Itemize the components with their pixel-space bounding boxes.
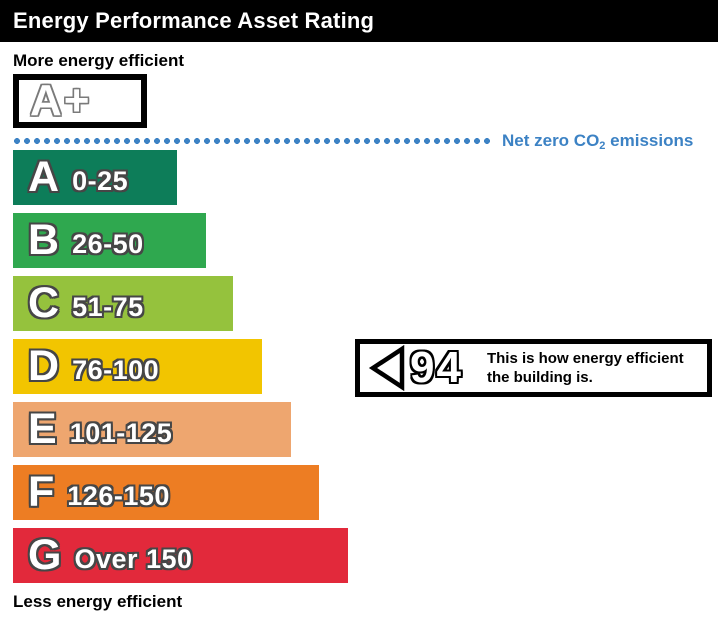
- rating-indicator: 94 This is how energy efficient the buil…: [355, 339, 712, 397]
- band-letter: E: [28, 405, 57, 453]
- left-arrow-icon: [368, 345, 405, 391]
- band-g: G Over 150: [13, 528, 348, 583]
- band-letter: A: [28, 153, 60, 201]
- band-d: D 76-100: [13, 339, 262, 394]
- band-letter: C: [28, 279, 60, 327]
- net-zero-line-row: Net zero CO2 emissions: [13, 131, 718, 152]
- band-a: A 0-25: [13, 150, 177, 205]
- band-letter: B: [28, 216, 60, 264]
- net-zero-text-prefix: Net zero CO: [502, 130, 600, 150]
- band-range: Over 150: [74, 543, 193, 574]
- less-efficient-label: Less energy efficient: [13, 592, 183, 611]
- band-range: 101-125: [69, 417, 173, 448]
- net-zero-label: Net zero CO2 emissions: [502, 131, 693, 152]
- net-zero-dotted-line: [13, 137, 491, 145]
- net-zero-subscript: 2: [599, 139, 606, 152]
- rating-description-line1: This is how energy efficient: [486, 350, 684, 367]
- band-c: C 51-75: [13, 276, 233, 331]
- band-range: 26-50: [72, 228, 144, 259]
- band-range: 51-75: [72, 291, 144, 322]
- band-f: F 126-150: [13, 465, 319, 520]
- rating-bands: A 0-25 B 26-50 C 51-75 D 76-100 E 101-125 F 126-150…: [13, 150, 718, 583]
- band-letter: G: [28, 531, 62, 579]
- band-b: B 26-50: [13, 213, 206, 268]
- band-e: E 101-125: [13, 402, 291, 457]
- rating-value: 94: [410, 343, 463, 392]
- more-efficient-label: More energy efficient: [13, 51, 184, 70]
- band-range: 76-100: [72, 354, 160, 385]
- a-plus-band: A+: [13, 74, 147, 128]
- rating-description-line2: the building is.: [486, 369, 593, 386]
- band-range: 126-150: [67, 480, 170, 511]
- band-range: 0-25: [72, 165, 129, 196]
- band-letter: F: [28, 468, 55, 516]
- net-zero-text-suffix: emissions: [605, 130, 694, 150]
- a-plus-label: A+: [30, 76, 92, 125]
- title-bar: Energy Performance Asset Rating: [0, 0, 718, 42]
- page-title: Energy Performance Asset Rating: [13, 8, 375, 33]
- band-letter: D: [28, 342, 60, 390]
- rating-description: This is how energy efficient the buildin…: [487, 349, 684, 387]
